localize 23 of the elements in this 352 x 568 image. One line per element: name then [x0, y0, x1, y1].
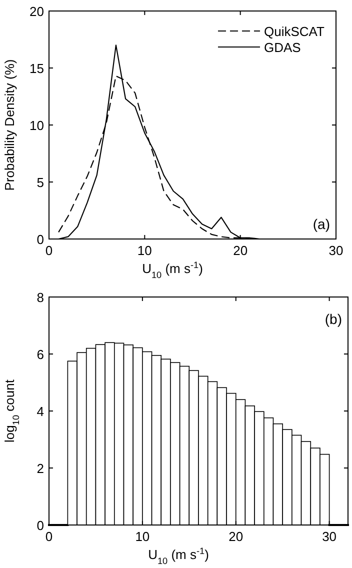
- y-tick-label: 6: [36, 347, 44, 362]
- x-axis-title: U$_{10}$ (m s$^{-1}$): [142, 260, 203, 280]
- y-tick-label: 8: [36, 290, 44, 305]
- x-axis-title: U$_{10}$ (m s$^{-1}$): [148, 546, 209, 566]
- y-tick-label: 5: [36, 175, 44, 190]
- y-tick-label: 0: [36, 232, 44, 247]
- x-tick-label: 20: [228, 529, 244, 544]
- x-tick-label: 30: [328, 243, 344, 258]
- y-tick-label: 4: [36, 404, 44, 419]
- annotation: (b): [324, 311, 342, 327]
- y-tick-label: 0: [36, 518, 44, 533]
- legend-label: QuikSCAT: [264, 24, 324, 39]
- y-tick-label: 10: [30, 118, 44, 133]
- x-tick-label: 10: [135, 529, 150, 544]
- legend-label: GDAS: [264, 40, 302, 55]
- x-tick-label: 10: [137, 243, 152, 258]
- y-axis-title: Probability Density (%): [2, 59, 17, 191]
- y-tick-label: 20: [30, 4, 44, 19]
- annotation: (a): [312, 216, 330, 232]
- x-tick-label: 30: [322, 529, 337, 544]
- y-tick-label: 15: [30, 61, 44, 76]
- x-tick-label: 20: [233, 243, 248, 258]
- y-tick-label: 2: [36, 461, 44, 476]
